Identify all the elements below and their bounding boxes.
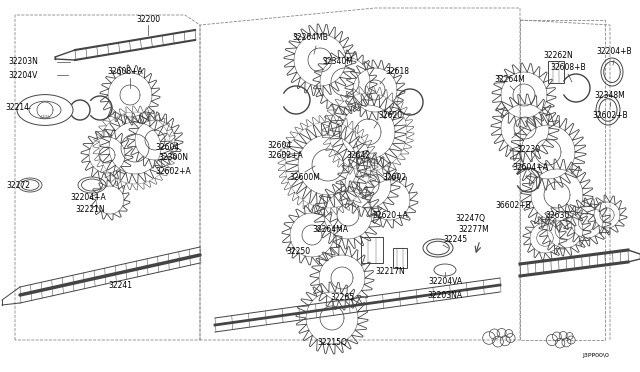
Text: 32604: 32604 (155, 144, 179, 153)
Text: 32630: 32630 (546, 211, 570, 219)
Text: 32204V: 32204V (8, 71, 37, 80)
Text: 32217N: 32217N (375, 267, 405, 276)
Text: 32604: 32604 (267, 141, 291, 150)
Text: 32215Q: 32215Q (317, 337, 347, 346)
Text: 32250: 32250 (286, 247, 310, 257)
Text: 32204+B: 32204+B (596, 48, 632, 57)
Text: 32204VA: 32204VA (428, 278, 462, 286)
Text: 32264MA: 32264MA (312, 225, 348, 234)
Text: 32602+B: 32602+B (592, 110, 628, 119)
Text: 32272: 32272 (6, 180, 30, 189)
Text: 36602+B: 36602+B (495, 201, 531, 209)
Text: 32264MB: 32264MB (292, 33, 328, 42)
Text: 32200: 32200 (136, 16, 160, 25)
Text: 32600M: 32600M (289, 173, 321, 183)
Text: 32608+B: 32608+B (550, 64, 586, 73)
Text: 32340M: 32340M (323, 58, 353, 67)
Text: 32277M: 32277M (458, 225, 489, 234)
Text: 32602+A: 32602+A (267, 151, 303, 160)
Text: 32241: 32241 (108, 280, 132, 289)
Text: 32262N: 32262N (543, 51, 573, 61)
Text: 32264M: 32264M (495, 76, 525, 84)
Text: 32221N: 32221N (75, 205, 105, 215)
Text: 32300N: 32300N (158, 154, 188, 163)
Bar (548, 61, 564, 83)
Text: 32608+A: 32608+A (107, 67, 143, 77)
Bar (393, 248, 407, 268)
Text: 32245: 32245 (443, 235, 467, 244)
Text: 32203NA: 32203NA (428, 291, 463, 299)
Text: 32642: 32642 (346, 151, 370, 160)
Text: 32604+A: 32604+A (512, 164, 548, 173)
Bar (361, 237, 383, 263)
Text: 32203N: 32203N (8, 58, 38, 67)
Text: J3PP00\0: J3PP00\0 (582, 353, 609, 357)
Text: 32348M: 32348M (595, 90, 625, 99)
Text: 32620: 32620 (378, 110, 402, 119)
Text: 32247Q: 32247Q (455, 214, 485, 222)
Text: 32602+A: 32602+A (155, 167, 191, 176)
Text: 32265: 32265 (330, 294, 354, 302)
Text: 32230: 32230 (516, 145, 540, 154)
Text: 32214: 32214 (5, 103, 29, 112)
Text: 32620+A: 32620+A (372, 211, 408, 219)
Text: 32602: 32602 (382, 173, 406, 183)
Text: 32618: 32618 (385, 67, 409, 77)
Text: 32204+A: 32204+A (70, 193, 106, 202)
